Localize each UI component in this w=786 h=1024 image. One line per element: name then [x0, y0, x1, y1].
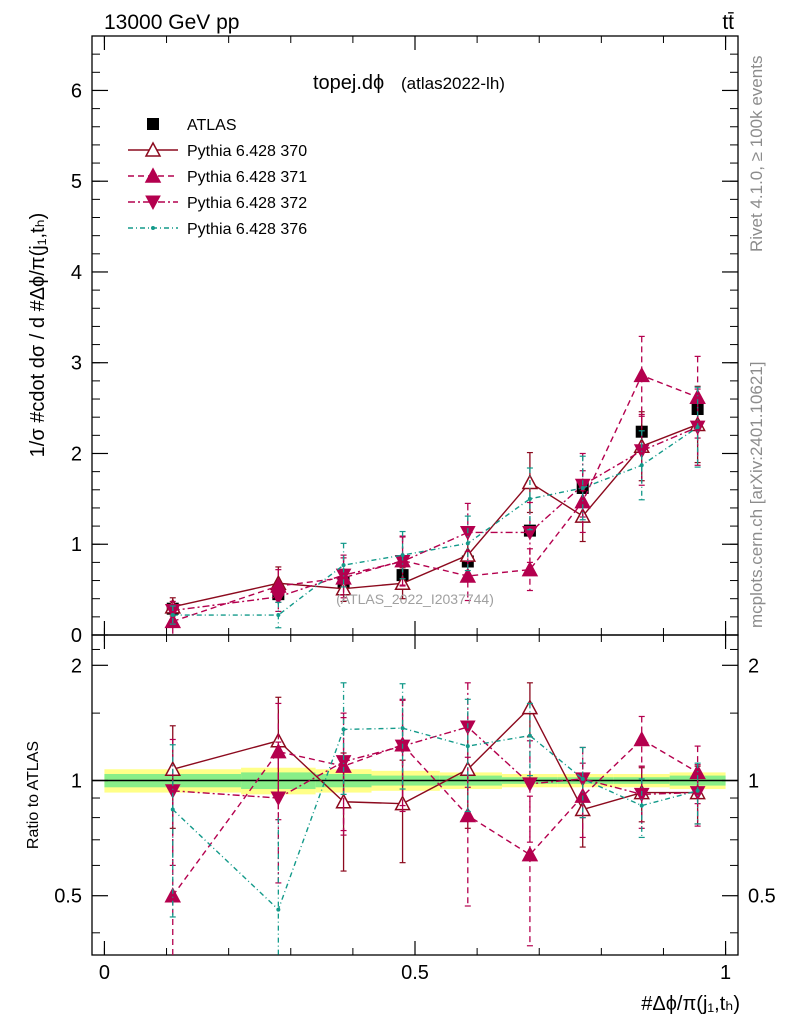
- legend-label: Pythia 6.428 370: [187, 143, 307, 160]
- data-point: [164, 603, 181, 619]
- chart-title: topej.dϕ: [313, 72, 384, 94]
- mcplots-reference-label: mcplots.cern.ch [arXiv:2401.10621]: [747, 362, 766, 628]
- data-point: [521, 561, 539, 577]
- data-point: [170, 613, 175, 618]
- data-point: [276, 613, 281, 618]
- ratio-tick-label-right: 2: [748, 655, 759, 677]
- data-point: [521, 846, 539, 862]
- x-tick-label: 0: [99, 962, 110, 984]
- series-2: [164, 335, 706, 635]
- series-4: [169, 682, 701, 955]
- series-0: [166, 400, 704, 615]
- data-point: [341, 563, 346, 568]
- y-axis-label: 1/σ #cdot dσ / d #Δϕ/π(j₁,tₕ): [27, 213, 49, 458]
- y-tick-label: 0: [71, 625, 82, 647]
- data-point: [580, 485, 585, 490]
- y-tick-label: 5: [71, 171, 82, 193]
- data-point: [695, 788, 700, 793]
- data-point: [633, 730, 650, 747]
- chart-subtitle: (atlas2022-lh): [401, 74, 505, 93]
- data-point: [465, 541, 470, 546]
- series-1: [164, 385, 706, 617]
- legend-entry: Pythia 6.428 370: [128, 141, 307, 160]
- analysis-watermark: (ATLAS_2022_I2037744): [336, 591, 494, 607]
- data-point: [695, 425, 700, 430]
- series-4: [169, 386, 701, 629]
- ratio-tick-label-left: 1: [71, 771, 82, 793]
- data-point: [459, 567, 477, 583]
- header-process-label: tt̄: [722, 11, 734, 34]
- data-point: [689, 786, 706, 801]
- ratio-tick-label-right: 1: [748, 771, 759, 793]
- legend-label: Pythia 6.428 372: [187, 195, 307, 212]
- data-point: [633, 366, 650, 383]
- legend-label: ATLAS: [187, 117, 237, 134]
- series-line: [172, 726, 698, 799]
- y-tick-label: 3: [71, 353, 82, 375]
- series-line: [172, 423, 698, 608]
- ratio-tick-label-left: 2: [71, 655, 82, 677]
- series-line: [172, 426, 698, 612]
- ratio-series-group: [164, 682, 706, 955]
- header-energy-label: 13000 GeV pp: [104, 11, 239, 34]
- series-line: [172, 738, 698, 897]
- legend-marker: [147, 118, 159, 130]
- data-point: [527, 496, 532, 501]
- data-point: [276, 907, 281, 912]
- data-point: [580, 776, 585, 781]
- rivet-version-label: Rivet 4.1.0, ≥ 100k events: [747, 56, 766, 252]
- series-line: [172, 727, 698, 911]
- y-tick-label: 6: [71, 80, 82, 102]
- x-axis-label: #Δϕ/π(j₁,tₕ): [641, 993, 740, 1015]
- y-tick-label: 4: [71, 262, 82, 284]
- series-line: [172, 426, 699, 616]
- y-tick-label: 1: [71, 534, 82, 556]
- legend-marker: [145, 195, 161, 211]
- data-point: [574, 478, 591, 494]
- data-point: [522, 525, 538, 541]
- data-point: [639, 463, 644, 468]
- legend-entry: Pythia 6.428 376: [128, 221, 307, 238]
- data-point: [270, 791, 287, 807]
- data-point: [270, 590, 287, 605]
- data-point: [400, 726, 405, 731]
- series-3: [164, 388, 706, 621]
- data-point: [527, 733, 532, 738]
- main-series-group: [164, 335, 706, 635]
- data-point: [639, 803, 644, 808]
- data-point: [459, 806, 477, 823]
- x-tick-label: 0.5: [401, 962, 429, 984]
- legend-marker: [144, 167, 162, 183]
- legend-label: Pythia 6.428 371: [187, 169, 307, 186]
- legend-entry: Pythia 6.428 371: [128, 167, 307, 186]
- x-tick-label: 1: [720, 962, 731, 984]
- legend: ATLAS Pythia 6.428 370 Pythia 6.428 371 Pyt…: [128, 117, 307, 238]
- series-line: [172, 374, 698, 623]
- ratio-tick-label-right: 0.5: [748, 886, 776, 908]
- data-point: [465, 744, 470, 749]
- y-tick-label: 2: [71, 443, 82, 465]
- series-2: [164, 699, 706, 955]
- legend-entry: Pythia 6.428 372: [128, 195, 307, 212]
- axis-ticks: 0 0.5 1 0 1 2 3 4 5 6 0.5 0.5 1 1 2 2: [54, 36, 776, 984]
- legend-label: Pythia 6.428 376: [187, 221, 307, 238]
- legend-marker: [144, 141, 162, 157]
- data-point: [522, 777, 538, 792]
- data-point: [341, 727, 346, 732]
- legend-marker: [151, 226, 155, 230]
- data-point: [400, 553, 405, 558]
- ratio-tick-label-left: 0.5: [54, 886, 82, 908]
- data-point: [170, 807, 175, 812]
- ratio-y-axis-label: Ratio to ATLAS: [25, 741, 42, 849]
- legend-entry: ATLAS: [147, 117, 237, 134]
